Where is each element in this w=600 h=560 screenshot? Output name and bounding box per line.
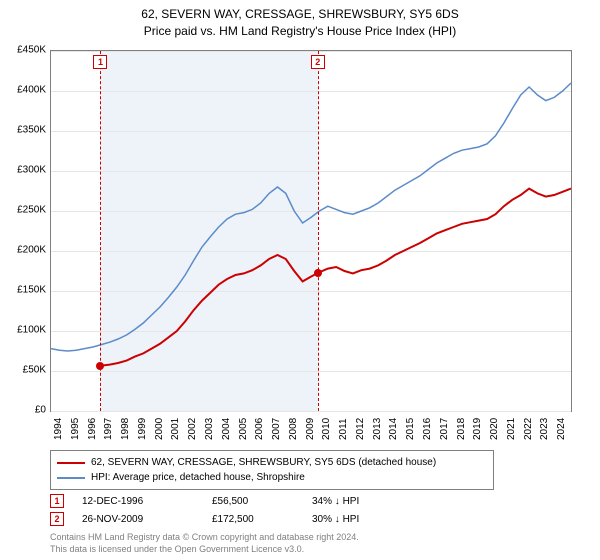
footer-line-1: Contains HM Land Registry data © Crown c… (50, 532, 359, 544)
x-tick-label: 2001 (170, 418, 181, 440)
x-tick-label: 1996 (87, 418, 98, 440)
y-tick-label: £250K (17, 205, 46, 216)
x-tick-label: 2019 (472, 418, 483, 440)
x-tick-label: 1999 (137, 418, 148, 440)
sale-price-1: £56,500 (212, 496, 312, 507)
x-tick-label: 2011 (338, 418, 349, 440)
x-tick-label: 2016 (422, 418, 433, 440)
x-tick-label: 2013 (372, 418, 383, 440)
x-tick-label: 2012 (355, 418, 366, 440)
footer-line-2: This data is licensed under the Open Gov… (50, 544, 359, 556)
y-tick-label: £200K (17, 245, 46, 256)
sales-table: 1 12-DEC-1996 £56,500 34% ↓ HPI 2 26-NOV… (50, 492, 412, 528)
sale-marker-2: 2 (50, 512, 64, 526)
x-tick-label: 2021 (506, 418, 517, 440)
legend-box: 62, SEVERN WAY, CRESSAGE, SHREWSBURY, SY… (50, 450, 494, 490)
legend-label-property: 62, SEVERN WAY, CRESSAGE, SHREWSBURY, SY… (91, 455, 436, 470)
x-tick-label: 2015 (405, 418, 416, 440)
legend-label-hpi: HPI: Average price, detached house, Shro… (91, 470, 305, 485)
footer-attribution: Contains HM Land Registry data © Crown c… (50, 532, 359, 555)
x-tick-label: 2000 (154, 418, 165, 440)
title-line-1: 62, SEVERN WAY, CRESSAGE, SHREWSBURY, SY… (0, 6, 600, 23)
title-block: 62, SEVERN WAY, CRESSAGE, SHREWSBURY, SY… (0, 0, 600, 40)
x-tick-label: 2002 (187, 418, 198, 440)
sales-row-2: 2 26-NOV-2009 £172,500 30% ↓ HPI (50, 510, 412, 528)
sale-marker-1: 1 (50, 494, 64, 508)
sales-row-1: 1 12-DEC-1996 £56,500 34% ↓ HPI (50, 492, 412, 510)
legend-swatch-property (57, 462, 85, 464)
sale-marker-top: 1 (93, 55, 107, 69)
sale-pct-1: 34% ↓ HPI (312, 496, 412, 507)
x-tick-label: 2009 (305, 418, 316, 440)
y-tick-label: £400K (17, 85, 46, 96)
x-tick-label: 1994 (53, 418, 64, 440)
x-tick-label: 2006 (254, 418, 265, 440)
x-tick-label: 2005 (238, 418, 249, 440)
sale-date-1: 12-DEC-1996 (82, 496, 212, 507)
x-tick-label: 2024 (556, 418, 567, 440)
line-layer (51, 51, 571, 411)
y-tick-label: £150K (17, 285, 46, 296)
y-tick-label: £100K (17, 325, 46, 336)
plot-area: 12 (50, 50, 572, 412)
x-tick-label: 2022 (523, 418, 534, 440)
x-tick-label: 2017 (439, 418, 450, 440)
y-tick-label: £350K (17, 125, 46, 136)
x-tick-label: 2023 (539, 418, 550, 440)
x-tick-label: 2014 (388, 418, 399, 440)
x-tick-label: 2003 (204, 418, 215, 440)
sale-pct-2: 30% ↓ HPI (312, 514, 412, 525)
x-tick-label: 2007 (271, 418, 282, 440)
title-line-2: Price paid vs. HM Land Registry's House … (0, 23, 600, 40)
legend-item-property: 62, SEVERN WAY, CRESSAGE, SHREWSBURY, SY… (57, 455, 487, 470)
sale-price-2: £172,500 (212, 514, 312, 525)
sale-date-2: 26-NOV-2009 (82, 514, 212, 525)
x-tick-label: 2010 (321, 418, 332, 440)
x-tick-label: 1997 (103, 418, 114, 440)
y-tick-label: £0 (35, 405, 46, 416)
legend-item-hpi: HPI: Average price, detached house, Shro… (57, 470, 487, 485)
x-tick-label: 1998 (120, 418, 131, 440)
x-tick-label: 2004 (221, 418, 232, 440)
x-tick-label: 1995 (70, 418, 81, 440)
y-tick-label: £450K (17, 45, 46, 56)
y-tick-label: £50K (23, 365, 46, 376)
sale-marker-top: 2 (311, 55, 325, 69)
chart-container: 62, SEVERN WAY, CRESSAGE, SHREWSBURY, SY… (0, 0, 600, 560)
legend-swatch-hpi (57, 477, 85, 479)
y-tick-label: £300K (17, 165, 46, 176)
x-tick-label: 2018 (456, 418, 467, 440)
x-tick-label: 2020 (489, 418, 500, 440)
x-tick-label: 2008 (288, 418, 299, 440)
